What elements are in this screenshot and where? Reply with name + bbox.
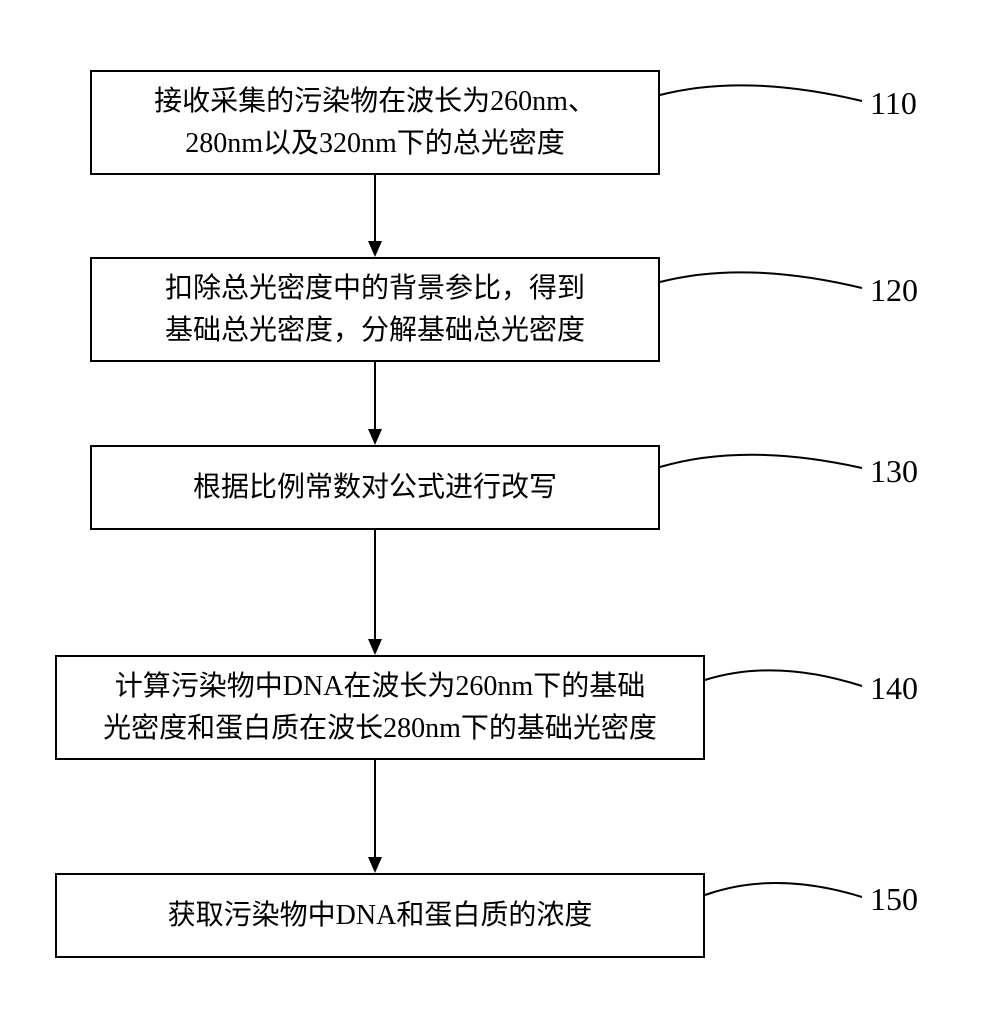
flow-step-5: 获取污染物中DNA和蛋白质的浓度 bbox=[55, 873, 705, 958]
flow-step-1-label: 110 bbox=[870, 85, 917, 122]
flow-step-1: 接收采集的污染物在波长为260nm、280nm以及320nm下的总光密度 bbox=[90, 70, 660, 175]
flow-step-2-label: 120 bbox=[870, 272, 918, 309]
flow-step-5-label: 150 bbox=[870, 881, 918, 918]
flow-step-3-text: 根据比例常数对公式进行改写 bbox=[193, 467, 557, 509]
flow-step-3-label: 130 bbox=[870, 453, 918, 490]
flow-step-1-text: 接收采集的污染物在波长为260nm、280nm以及320nm下的总光密度 bbox=[154, 81, 596, 165]
flowchart-container: 接收采集的污染物在波长为260nm、280nm以及320nm下的总光密度 110… bbox=[0, 35, 1000, 993]
flow-step-4-label: 140 bbox=[870, 670, 918, 707]
flow-step-5-text: 获取污染物中DNA和蛋白质的浓度 bbox=[168, 895, 593, 937]
flow-step-3: 根据比例常数对公式进行改写 bbox=[90, 445, 660, 530]
flow-step-4: 计算污染物中DNA在波长为260nm下的基础光密度和蛋白质在波长280nm下的基… bbox=[55, 655, 705, 760]
flow-step-4-text: 计算污染物中DNA在波长为260nm下的基础光密度和蛋白质在波长280nm下的基… bbox=[103, 666, 657, 750]
flow-step-2: 扣除总光密度中的背景参比，得到基础总光密度，分解基础总光密度 bbox=[90, 257, 660, 362]
flow-step-2-text: 扣除总光密度中的背景参比，得到基础总光密度，分解基础总光密度 bbox=[165, 268, 585, 352]
